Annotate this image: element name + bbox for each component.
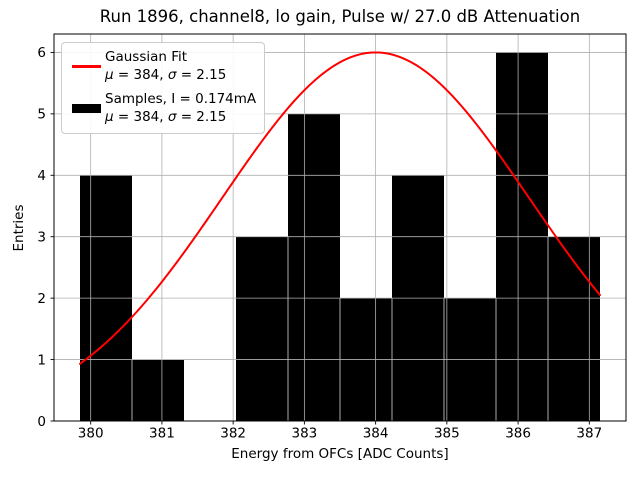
red-line-swatch [71,65,101,68]
axes-spines [53,33,627,422]
y-tick-label: 6 [37,45,46,61]
x-tick-label: 386 [505,426,531,442]
histogram-bar [288,113,340,422]
sigma-value: = 2.15 [176,66,227,83]
x-tick-label: 387 [576,426,602,442]
legend-entry-text: Samples, I = 0.174mA μ = 384, σ = 2.15 [105,91,256,126]
sigma-symbol: σ [167,108,177,125]
sigma-value: = 2.15 [176,108,227,125]
x-tick-label: 383 [291,426,317,442]
legend-entry-gaussian-fit: Gaussian Fit μ = 384, σ = 2.15 [67,49,256,84]
x-tick-label: 385 [434,426,460,442]
legend-sample-area [67,65,105,68]
x-axis-label: Energy from OFCs [ADC Counts] [231,446,449,462]
x-tick-label: 381 [149,426,175,442]
y-tick-label: 2 [37,291,46,307]
legend-sample-area [67,104,105,113]
mu-value: = 384, [113,66,168,83]
black-rect-swatch [71,104,101,113]
y-axis-label: Entries [11,204,27,252]
x-tick-label: 380 [78,426,104,442]
mu-symbol: μ [105,66,114,83]
legend-entry-text: Gaussian Fit μ = 384, σ = 2.15 [105,49,226,84]
gaussian-fit-curve [79,51,601,365]
chart-title: Run 1896, channel8, lo gain, Pulse w/ 27… [99,7,581,26]
histogram-bar [236,236,288,421]
y-tick-label: 5 [37,107,46,123]
mu-value: = 384, [113,108,168,125]
histogram-bar [132,359,184,421]
legend-label: Gaussian Fit [105,49,188,65]
y-tick-label: 3 [37,230,46,246]
legend-label: Samples, I = 0.174mA [105,91,257,107]
y-tick-label: 0 [37,414,46,430]
x-tick-label: 384 [363,426,389,442]
mu-symbol: μ [105,108,114,125]
histogram-bar [548,236,600,421]
sigma-symbol: σ [167,66,177,83]
y-tick-label: 1 [37,352,46,368]
x-tick-label: 382 [220,426,246,442]
y-tick-label: 4 [37,168,46,184]
legend-entry-samples: Samples, I = 0.174mA μ = 384, σ = 2.15 [67,91,256,126]
legend: Gaussian Fit μ = 384, σ = 2.15 Samples, … [61,42,265,134]
